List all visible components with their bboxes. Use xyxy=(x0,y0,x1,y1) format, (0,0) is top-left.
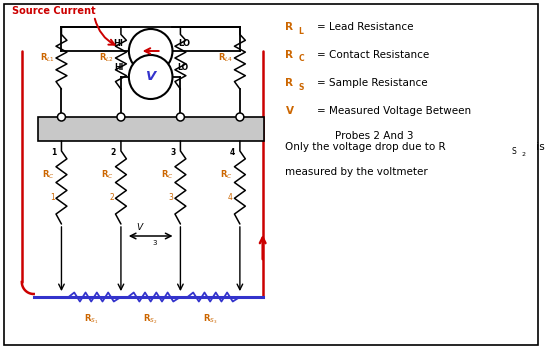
Text: R$_C$: R$_C$ xyxy=(42,168,55,181)
Text: R$_{S_1}$: R$_{S_1}$ xyxy=(84,312,98,326)
Text: R$_C$: R$_C$ xyxy=(161,168,173,181)
Bar xyxy=(38,117,264,141)
Text: R: R xyxy=(286,78,294,88)
Text: C: C xyxy=(298,54,304,64)
Text: = Sample Resistance: = Sample Resistance xyxy=(317,78,428,88)
Circle shape xyxy=(177,113,184,121)
Text: 3: 3 xyxy=(153,240,157,246)
Text: V: V xyxy=(137,223,143,232)
Text: Probes 2 And 3: Probes 2 And 3 xyxy=(335,131,414,141)
Text: R: R xyxy=(286,50,294,60)
Text: 1: 1 xyxy=(50,193,55,202)
Text: Only the voltage drop due to R: Only the voltage drop due to R xyxy=(286,142,446,153)
Text: R$_{L2}$: R$_{L2}$ xyxy=(99,52,114,64)
Text: 2: 2 xyxy=(109,193,114,202)
Text: R$_{S_2}$: R$_{S_2}$ xyxy=(143,312,158,326)
FancyBboxPatch shape xyxy=(4,4,538,345)
Text: = Lead Resistance: = Lead Resistance xyxy=(317,22,414,32)
Text: Source Current: Source Current xyxy=(12,6,96,16)
Circle shape xyxy=(117,113,125,121)
Text: 3: 3 xyxy=(170,148,176,157)
Text: S: S xyxy=(511,147,516,156)
Text: R: R xyxy=(286,22,294,32)
Text: R$_{S_3}$: R$_{S_3}$ xyxy=(203,312,217,326)
Text: L: L xyxy=(298,27,303,36)
Text: LO: LO xyxy=(178,38,190,47)
Text: R$_C$: R$_C$ xyxy=(101,168,114,181)
Text: HI: HI xyxy=(113,38,123,47)
Text: R$_{L4}$: R$_{L4}$ xyxy=(218,52,233,64)
Text: 2: 2 xyxy=(110,148,116,157)
Text: R$_{L3}$: R$_{L3}$ xyxy=(159,52,173,64)
Text: R$_{L1}$: R$_{L1}$ xyxy=(39,52,55,64)
Text: 4: 4 xyxy=(230,148,235,157)
Text: = Measured Voltage Between: = Measured Voltage Between xyxy=(317,106,472,116)
Text: measured by the voltmeter: measured by the voltmeter xyxy=(286,168,428,177)
Text: V: V xyxy=(146,70,156,83)
Text: 1: 1 xyxy=(51,148,56,157)
Text: is: is xyxy=(533,142,545,153)
Text: 3: 3 xyxy=(168,193,173,202)
Text: S: S xyxy=(298,82,304,91)
Text: LO: LO xyxy=(177,62,189,72)
Text: = Contact Resistance: = Contact Resistance xyxy=(317,50,429,60)
Text: 2: 2 xyxy=(521,152,526,157)
Text: HI: HI xyxy=(114,62,124,72)
Circle shape xyxy=(129,29,172,73)
Circle shape xyxy=(236,113,244,121)
Text: R$_C$: R$_C$ xyxy=(220,168,233,181)
Text: V: V xyxy=(286,106,294,116)
Circle shape xyxy=(57,113,66,121)
Circle shape xyxy=(129,55,172,99)
Text: 4: 4 xyxy=(228,193,233,202)
